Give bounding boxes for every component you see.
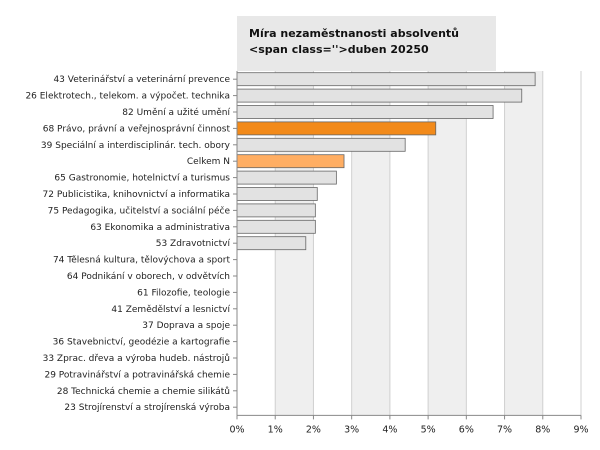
category-label: 36 Stavebnictví, geodézie a kartografie: [53, 337, 231, 348]
bar: [236, 170, 337, 185]
bar: [236, 219, 316, 234]
category-label: 26 Elektrotech., telekom. a výpočet. tec…: [25, 91, 230, 102]
x-tick-label: 4%: [382, 424, 397, 435]
category-label: 61 Filozofie, teologie: [137, 288, 230, 298]
bar: [236, 72, 536, 87]
bar: [236, 121, 437, 136]
x-axis: 0% 1% 2% 3% 4% 5% 6% 7% 8% 9%: [229, 71, 589, 435]
x-tick-label: 7%: [497, 424, 512, 435]
x-tick-label: 8%: [535, 424, 550, 435]
category-label: 39 Speciální a interdisciplinár. tech. o…: [41, 141, 231, 151]
bar: [236, 88, 523, 103]
bar: [236, 154, 345, 169]
category-label: 37 Doprava a spoje: [142, 321, 230, 331]
bars: [236, 72, 536, 251]
x-tick-label: 1%: [268, 424, 283, 435]
bar: [236, 137, 406, 152]
grid-band: [542, 71, 581, 416]
x-tick-label: 9%: [573, 424, 588, 435]
category-label: 23 Strojírenství a strojírenská výroba: [64, 403, 230, 413]
x-tick-label: 3%: [344, 424, 359, 435]
grid-band: [466, 71, 505, 416]
chart-title-box: Míra nezaměstnanosti absolventů <span cl…: [237, 16, 496, 71]
category-labels: 43 Veterinářství a veterinární prevence 2…: [25, 75, 230, 413]
category-label: 74 Tělesná kultura, tělovýchova a sport: [53, 256, 231, 266]
category-label: 75 Pedagogika, učitelství a sociální péč…: [48, 205, 231, 216]
category-label: 28 Technická chemie a chemie silikátů: [57, 386, 230, 397]
x-tick-label: 5%: [421, 424, 436, 435]
category-label: 33 Zprac. dřeva a výroba hudeb. nástrojů: [43, 353, 230, 364]
grid-band: [504, 71, 543, 416]
x-tick-label: 2%: [306, 424, 321, 435]
category-label: 64 Podnikání v oborech, v odvětvích: [67, 272, 230, 282]
category-label: 72 Publicistika, knihovnictví a informat…: [43, 190, 230, 200]
category-label: Celkem N: [187, 157, 230, 167]
category-label: 43 Veterinářství a veterinární prevence: [53, 75, 230, 85]
category-label: 53 Zdravotnictví: [156, 239, 231, 249]
category-label: 63 Ekonomika a administrativa: [90, 223, 230, 233]
category-label: 65 Gastronomie, hotelnictví a turismus: [54, 174, 230, 184]
x-tick-label: 6%: [459, 424, 474, 435]
category-label: 68 Právo, právní a veřejnosprávní činnos…: [43, 123, 231, 134]
x-tick-label: 0%: [229, 424, 244, 435]
category-label: 29 Potravinářství a potravinářská chemie: [44, 370, 230, 380]
bar: [236, 203, 316, 218]
bar: [236, 187, 318, 201]
bar: [236, 105, 494, 119]
category-label: 82 Umění a užité umění: [122, 107, 230, 118]
bar: [236, 236, 307, 251]
category-label: 41 Zemědělství a lesnictví: [111, 305, 230, 315]
chart-title: Míra nezaměstnanosti absolventů <span cl…: [249, 27, 460, 56]
